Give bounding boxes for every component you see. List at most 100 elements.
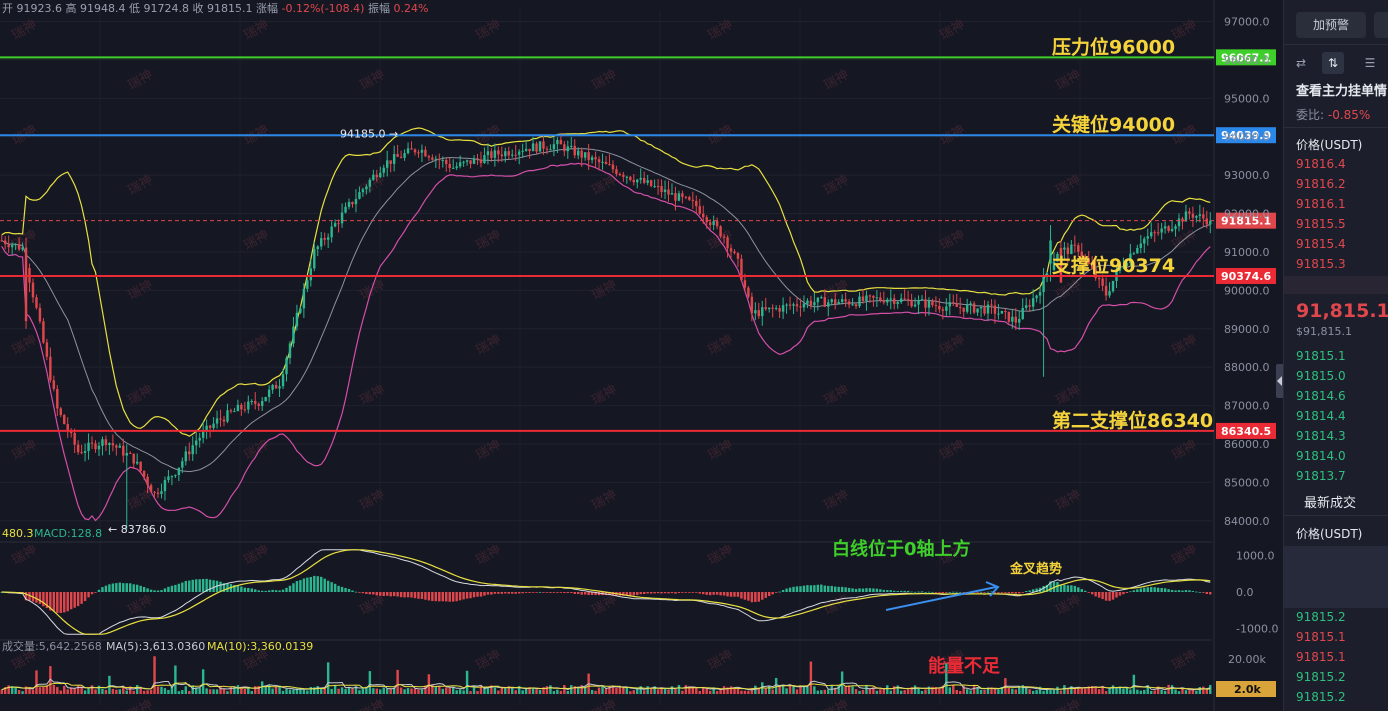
macd-bar <box>438 592 441 602</box>
candle-body <box>990 304 993 306</box>
macd-bar <box>663 592 667 594</box>
orderbook-title[interactable]: 查看主力挂单情 <box>1296 84 1388 99</box>
candle-body <box>462 161 465 163</box>
candle-body <box>997 313 1000 315</box>
macd-bar <box>1136 589 1139 592</box>
macd-bar <box>1209 592 1212 595</box>
candle-body <box>340 212 344 224</box>
ask-row: 91815.4 <box>1296 237 1346 251</box>
volume-bar <box>993 688 997 694</box>
volume-bar <box>188 691 191 694</box>
macd-bar <box>483 592 486 596</box>
macd-bar <box>875 588 879 592</box>
more-button[interactable] <box>1374 12 1388 38</box>
candle-body <box>1084 256 1087 259</box>
candle-body <box>1094 268 1097 279</box>
macd-bar <box>1108 592 1111 601</box>
volume-bar <box>115 689 118 694</box>
macd-bar <box>1111 592 1115 600</box>
volume-bar <box>823 689 827 694</box>
volume-bar <box>604 688 608 694</box>
watermark-text: 瑞神 <box>1054 172 1084 198</box>
trade-row: 91815.2 <box>1296 670 1346 684</box>
volume-bar <box>729 686 733 694</box>
macd-bar <box>1080 589 1083 592</box>
volume-bar <box>132 690 135 694</box>
tab-both[interactable]: ⇄ <box>1295 56 1307 70</box>
macd-bar <box>781 589 785 592</box>
price-tick: 88000.0 <box>1224 361 1270 374</box>
macd-bar <box>80 592 83 604</box>
candle-body <box>208 425 212 428</box>
candle-body <box>326 237 330 240</box>
divider <box>1284 44 1388 45</box>
candle-body <box>594 157 597 160</box>
macd-bar <box>66 592 69 612</box>
macd-bar <box>240 586 243 592</box>
candle-body <box>514 154 517 156</box>
tab-list[interactable]: ☰ <box>1364 56 1376 70</box>
candle-body <box>1188 211 1191 214</box>
volume-bar <box>521 690 524 694</box>
candle-body <box>945 306 948 311</box>
macd-bar <box>132 584 135 592</box>
add-alert-button[interactable]: 加预警 <box>1296 12 1366 38</box>
volume-bar <box>476 691 479 694</box>
volume-bar <box>1188 690 1191 694</box>
macd-bar <box>917 591 920 593</box>
kline-chart[interactable]: 瑞神瑞神瑞神瑞神瑞神瑞神瑞神瑞神瑞神瑞神瑞神瑞神瑞神瑞神瑞神瑞神瑞神瑞神瑞神瑞神… <box>0 0 1280 711</box>
volume-bar <box>580 685 583 694</box>
volume-bar <box>861 689 865 694</box>
candle-body <box>538 141 542 152</box>
macd-dif-value: 480.3 <box>2 527 34 540</box>
volume-bar <box>684 685 688 694</box>
candle-body <box>688 197 691 200</box>
latest-trades-title[interactable]: 最新成交 <box>1304 496 1357 511</box>
volume-bar <box>649 688 653 694</box>
tab-bids[interactable]: ⇅ <box>1322 52 1344 74</box>
candle-body <box>59 408 62 415</box>
volume-bar <box>778 686 781 694</box>
volume-bar <box>28 687 31 694</box>
macd-bar <box>990 591 993 593</box>
candle-body <box>563 144 566 152</box>
volume-bar <box>302 689 306 694</box>
volume-bar <box>254 686 257 694</box>
volume-bar <box>1042 691 1045 694</box>
candle-body <box>396 154 399 157</box>
macd-bar <box>858 588 861 592</box>
price-tick: 92000.0 <box>1224 208 1270 221</box>
price-tick: 90000.0 <box>1224 284 1270 297</box>
macd-bar <box>622 592 625 596</box>
candle-body <box>472 158 476 164</box>
macd-bar <box>413 592 417 599</box>
volume-bar <box>1198 686 1202 694</box>
macd-bar <box>1042 585 1045 592</box>
candle-body <box>646 180 649 183</box>
candle-body <box>205 425 208 431</box>
candle-body <box>302 288 306 309</box>
macd-bar <box>1077 587 1080 592</box>
level-tag-bg <box>1216 127 1276 144</box>
candle-body <box>361 189 365 193</box>
volume-bar <box>431 684 434 694</box>
watermark-text: 瑞神 <box>1054 487 1084 513</box>
candle-body <box>1087 258 1090 264</box>
collapse-handle[interactable] <box>1276 364 1284 398</box>
volume-bar <box>1031 690 1035 694</box>
macd-bar <box>76 592 80 607</box>
macd-bar <box>49 592 52 611</box>
volume-bar <box>299 688 302 694</box>
volume-bar <box>514 690 517 694</box>
candle-body <box>417 152 420 154</box>
candle-body <box>243 409 247 411</box>
volume-bar <box>108 675 111 694</box>
candle-body <box>441 159 444 161</box>
macd-bar <box>1167 589 1170 592</box>
candle-body <box>695 200 698 207</box>
macd-bar <box>129 583 132 592</box>
candle-body <box>1191 213 1195 218</box>
macd-bar <box>472 592 476 598</box>
volume-bar <box>24 686 28 694</box>
candle-body <box>21 247 24 250</box>
